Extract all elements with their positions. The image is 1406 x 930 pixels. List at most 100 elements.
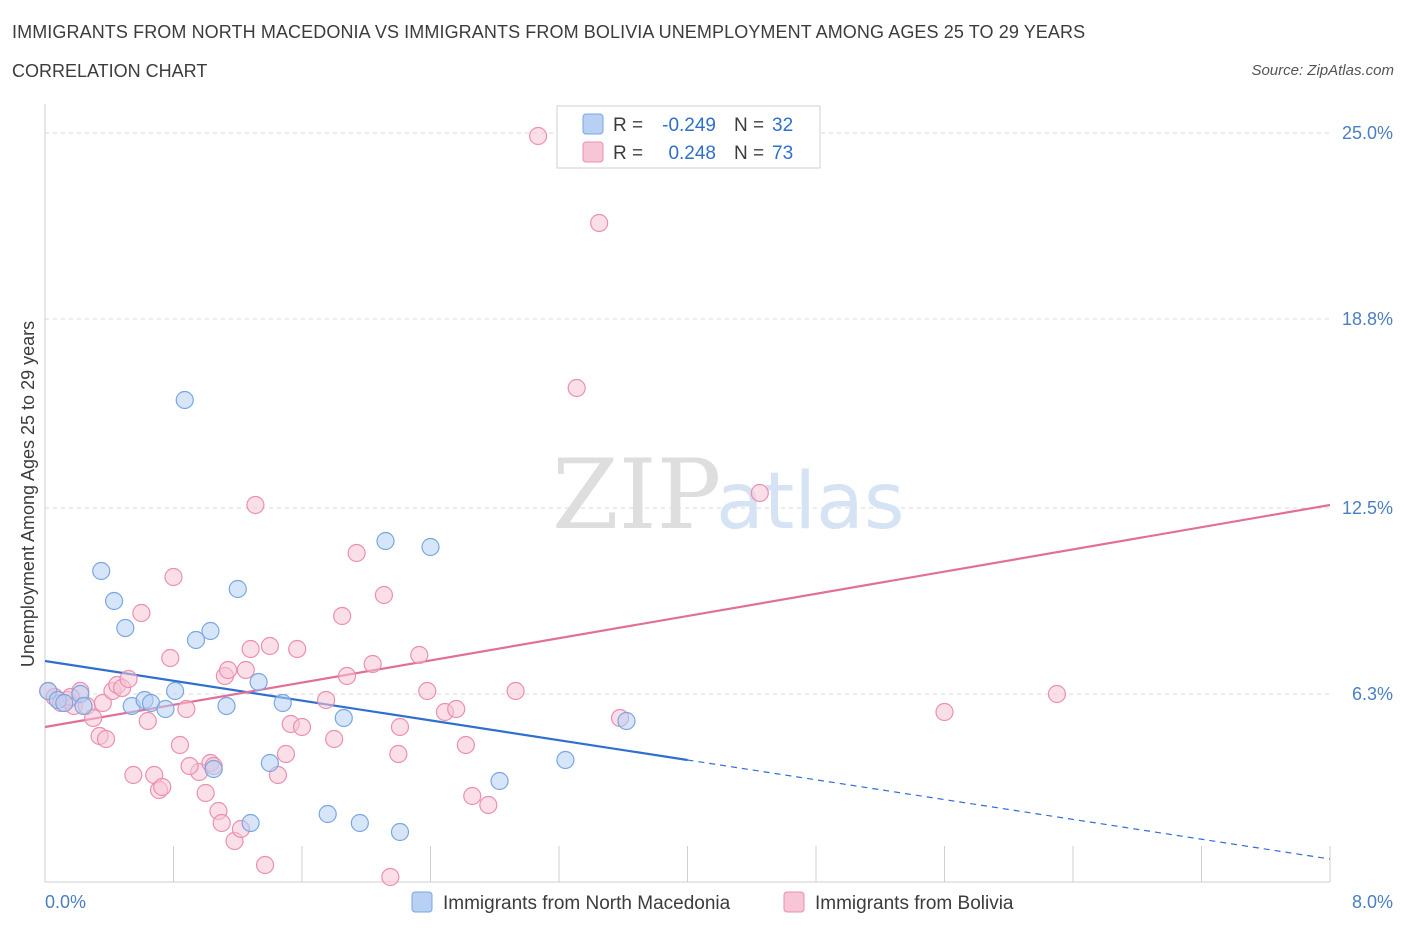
legend-n-value-1: 32	[772, 115, 793, 136]
legend-r-label-1: R =	[613, 115, 643, 136]
y-axis-label: Unemployment Among Ages 25 to 29 years	[18, 321, 38, 667]
north-macedonia-point-2	[55, 693, 74, 713]
bolivia-point-44	[316, 690, 336, 710]
bolivia-point-52	[389, 744, 408, 764]
chart-title: IMMIGRANTS FROM NORTH MACEDONIA VS IMMIG…	[12, 22, 1086, 42]
bolivia-point-40	[276, 744, 296, 764]
north-macedonia-point-26	[376, 531, 395, 551]
legend-r-value-1: -0.249	[662, 115, 716, 136]
north-macedonia-point-22	[273, 693, 292, 713]
north-macedonia-point-7	[116, 618, 135, 638]
bottom-legend-label-bolivia: Immigrants from Bolivia	[815, 893, 1014, 914]
source-credit: Source: ZipAtlas.com	[1251, 62, 1394, 79]
bolivia-point-47	[337, 666, 357, 686]
legend-n-label-2: N =	[734, 143, 764, 164]
north-macedonia-point-12	[166, 681, 185, 701]
north-macedonia-point-18	[228, 579, 247, 599]
bolivia-point-50	[374, 585, 394, 605]
legend-n-value-2: 73	[772, 143, 793, 164]
bolivia-point-23	[170, 735, 190, 755]
bolivia-point-37	[255, 855, 275, 875]
north-macedonia-point-11	[156, 699, 175, 719]
bottom-legend-label-north-macedonia: Immigrants from North Macedonia	[443, 893, 731, 914]
bolivia-point-45	[325, 729, 344, 749]
x-tick-label-0: 0.0%	[45, 892, 86, 912]
watermark: ZIP atlas	[552, 439, 905, 551]
north-macedonia-point-19	[241, 813, 260, 833]
legend-swatch-bolivia	[582, 141, 604, 163]
bolivia-point-69	[1047, 684, 1067, 704]
bolivia-point-31	[219, 660, 238, 680]
bottom-legend-swatch-north-macedonia	[411, 891, 433, 913]
bolivia-point-14	[119, 669, 138, 689]
north-macedonia-point-16	[204, 759, 223, 779]
bolivia-point-55	[418, 681, 437, 701]
bolivia-point-49	[363, 654, 382, 674]
bolivia-point-51	[381, 867, 400, 887]
bolivia-point-62	[590, 213, 609, 233]
bolivia-point-46	[333, 606, 352, 626]
y-tick-label-0: 6.3%	[1352, 684, 1393, 704]
north-macedonia-point-17	[217, 696, 236, 716]
legend-r-value-2: 0.248	[668, 143, 716, 164]
bolivia-point-64	[529, 126, 548, 146]
north-macedonia-point-6	[104, 591, 124, 611]
bolivia-point-15	[124, 765, 143, 785]
north-macedonia-points	[39, 390, 636, 842]
bolivia-point-59	[463, 786, 482, 806]
grid-layer	[45, 132, 1330, 695]
y-tick-label-3: 25.0%	[1342, 123, 1393, 143]
north-macedonia-point-23	[318, 804, 337, 824]
north-macedonia-point-14	[186, 630, 206, 650]
watermark-atlas: atlas	[716, 457, 905, 547]
north-macedonia-point-27	[390, 822, 410, 842]
north-macedonia-trend-extension	[687, 759, 1331, 860]
legend-swatch-north-macedonia	[582, 113, 604, 135]
bolivia-point-67	[750, 483, 769, 503]
north-macedonia-point-20	[249, 672, 268, 692]
bolivia-point-53	[390, 717, 410, 737]
bolivia-point-21	[161, 648, 180, 668]
bolivia-point-35	[241, 639, 260, 659]
north-macedonia-point-5	[92, 561, 111, 581]
bolivia-point-72	[212, 813, 231, 833]
north-macedonia-point-31	[617, 711, 636, 731]
bolivia-point-54	[410, 645, 429, 665]
bolivia-point-65	[567, 378, 586, 398]
north-macedonia-point-30	[556, 750, 575, 770]
bolivia-point-57	[447, 699, 466, 719]
watermark-zip: ZIP	[552, 439, 721, 551]
axis-layer: 6.3% 12.5% 18.8% 25.0% 0.0% 8.0%	[44, 104, 1393, 912]
bolivia-point-38	[260, 636, 279, 656]
north-macedonia-point-15	[201, 621, 220, 641]
bolivia-point-68	[935, 702, 954, 722]
bolivia-point-16	[132, 603, 151, 623]
bolivia-point-58	[456, 735, 475, 755]
bolivia-point-9	[93, 693, 112, 713]
north-macedonia-point-21	[260, 753, 279, 773]
bolivia-point-34	[236, 660, 255, 680]
bolivia-point-63	[506, 681, 525, 701]
legend-n-label-1: N =	[734, 115, 764, 136]
bolivia-point-60	[479, 795, 498, 815]
north-macedonia-point-4	[74, 696, 93, 716]
bolivia-point-7	[84, 708, 103, 728]
bolivia-point-42	[288, 639, 307, 659]
north-macedonia-point-25	[350, 813, 369, 833]
bolivia-point-26	[196, 783, 215, 803]
chart-subtitle: CORRELATION CHART	[12, 61, 208, 81]
series-legend: Immigrants from North Macedonia Immigran…	[411, 891, 1014, 914]
bolivia-point-36	[246, 495, 265, 515]
north-macedonia-trend-line	[44, 659, 688, 762]
x-tick-label-1: 8.0%	[1352, 892, 1393, 912]
trend-layer	[44, 503, 1331, 860]
bolivia-point-20	[153, 777, 172, 797]
north-macedonia-point-24	[334, 708, 353, 728]
bolivia-point-48	[347, 543, 366, 563]
north-macedonia-point-28	[421, 537, 440, 557]
bolivia-point-22	[164, 567, 183, 587]
legend-r-label-2: R =	[613, 143, 643, 164]
bottom-legend-swatch-bolivia	[783, 891, 805, 913]
north-macedonia-point-29	[490, 771, 509, 791]
